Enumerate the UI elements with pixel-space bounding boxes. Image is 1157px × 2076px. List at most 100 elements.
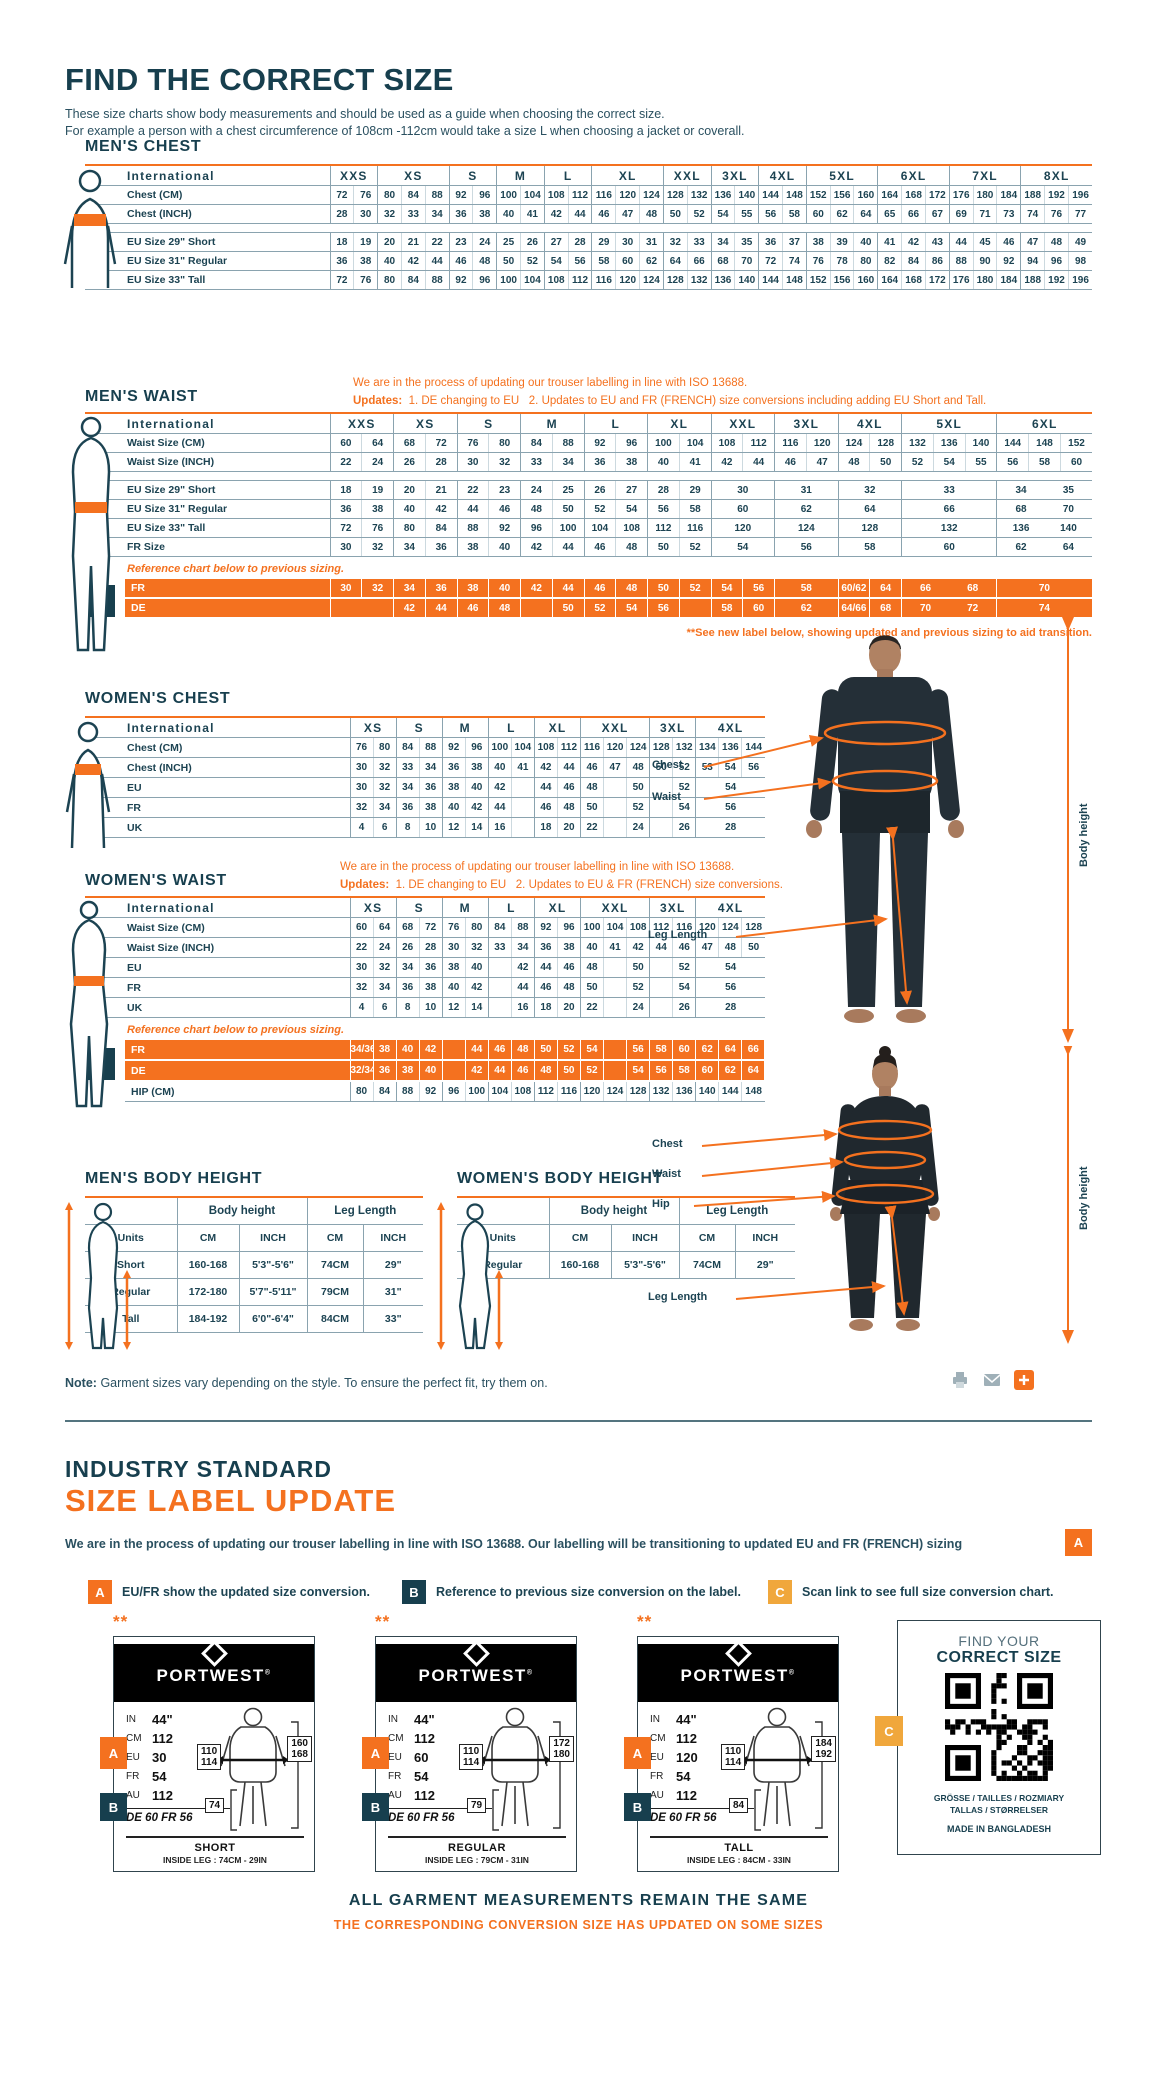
table-cell: 160 — [853, 270, 879, 290]
table-cell: 46 — [449, 251, 474, 271]
table-cell: 62 — [830, 204, 855, 224]
table-cell: Chest (CM) — [85, 737, 351, 758]
qr-code — [945, 1673, 1053, 1781]
table-cell: 116 — [580, 737, 605, 758]
table-cell: 40 — [393, 499, 426, 519]
table-cell: 52 — [687, 204, 712, 224]
table-cell: 100 — [496, 185, 522, 205]
table-cell: International — [85, 897, 351, 918]
table-cell: 48 — [615, 537, 649, 557]
table-cell: 72 — [419, 917, 443, 938]
table-cell: L — [544, 165, 593, 186]
table-cell: 90 — [973, 251, 998, 271]
table-cell: 38 — [465, 757, 489, 778]
table-cell: 21 — [401, 232, 426, 252]
table-cell: S — [396, 717, 443, 738]
womens-body-height-section: WOMEN'S BODY HEIGHT Body height Leg Lengt… — [437, 1170, 802, 1350]
table-cell: 41 — [679, 452, 712, 472]
table-cell: 40 — [465, 957, 489, 978]
table-cell: 56 — [996, 452, 1030, 472]
brand-name: PORTWEST — [418, 1666, 527, 1685]
table-cell: 156 — [830, 270, 855, 290]
table-cell: 66 — [687, 251, 712, 271]
table-cell: 84 — [373, 1081, 397, 1102]
table-cell: 48 — [520, 499, 553, 519]
table-cell: 50 — [741, 937, 765, 958]
iso-note-line2: Updates: 1. DE changing to EU 2. Updates… — [353, 395, 987, 407]
table-cell: 34 — [393, 537, 426, 557]
table-cell: 76 — [353, 185, 379, 205]
table-cell: 3XL — [649, 717, 697, 738]
table-cell: 160 — [853, 185, 879, 205]
table-cell: 48 — [557, 797, 582, 818]
table-cell: International — [85, 413, 331, 434]
table-cell: 116 — [591, 185, 617, 205]
table-cell: 38 — [615, 452, 649, 472]
table-cell: 192 — [1044, 185, 1069, 205]
table-cell: 44 — [425, 598, 458, 619]
table-cell: 44 — [465, 1040, 489, 1061]
table-cell: 116 — [557, 1081, 581, 1102]
waist-measure-box: 110 114 — [459, 1744, 484, 1770]
table-cell: 96 — [1044, 251, 1069, 271]
badge-c: C — [875, 1716, 903, 1746]
table-cell: 172-180 — [177, 1278, 240, 1306]
table-cell: 62 — [774, 598, 839, 619]
table-cell: 50 — [552, 499, 585, 519]
table-cell: 38 — [557, 937, 582, 958]
share-plus-icon[interactable] — [1014, 1370, 1034, 1390]
table-cell: 28 — [419, 937, 443, 958]
table-cell: 20 — [393, 480, 426, 500]
table-cell — [603, 797, 628, 818]
womens-waist-figure-icon — [69, 900, 109, 1108]
table-cell: 7XL — [949, 165, 1022, 186]
table-cell: 46 — [511, 1060, 535, 1082]
table-cell: 46 — [774, 452, 807, 472]
table-cell: 92 — [584, 433, 617, 453]
table-cell: 34 — [396, 957, 420, 978]
table-cell: 96 — [472, 270, 498, 290]
table-cell: 152 — [806, 270, 831, 290]
table-cell: 8XL — [1020, 165, 1093, 186]
table-cell: 80 — [377, 185, 402, 205]
table-cell: 31" — [363, 1278, 424, 1306]
table-cell: 33 — [396, 757, 420, 778]
table-cell: 22 — [425, 232, 450, 252]
table-cell: DE — [125, 598, 331, 619]
table-cell: 60 — [350, 917, 374, 938]
table-cell: 40 — [488, 537, 522, 557]
table-cell: 116 — [591, 270, 617, 290]
table-cell: 104 — [520, 185, 545, 205]
table-cell: 52 — [672, 757, 697, 778]
table-cell: 54 — [672, 977, 697, 998]
table-cell: 50 — [649, 757, 674, 778]
table-cell: 67 — [925, 204, 950, 224]
table-cell: 54 — [933, 452, 966, 472]
table-cell: 38 — [442, 777, 466, 798]
email-icon[interactable] — [982, 1370, 1002, 1390]
table-cell — [649, 957, 674, 978]
print-icon[interactable] — [950, 1370, 970, 1390]
table-cell: XXL — [580, 717, 651, 738]
table-cell: International — [85, 165, 331, 186]
table-cell: 92 — [488, 518, 522, 538]
table-cell: 180 — [973, 185, 998, 205]
previous-size-line: DE 60 FR 56 — [650, 1808, 754, 1824]
table-cell: 27 — [615, 480, 649, 500]
table-cell: 32 — [373, 757, 397, 778]
table-cell: 48 — [472, 251, 498, 271]
table-cell: 46 — [584, 537, 617, 557]
table-cell: 48 — [1044, 232, 1069, 252]
table-cell: 56 — [774, 537, 839, 557]
table-cell: CM — [549, 1224, 612, 1252]
table-cell: 5'3"-5'6" — [239, 1251, 308, 1279]
table-cell: 24 — [472, 232, 498, 252]
table-cell: 16 — [488, 817, 512, 838]
table-cell: M — [442, 717, 489, 738]
table-cell: 26 — [396, 937, 420, 958]
table-cell: 73 — [996, 204, 1022, 224]
table-cell — [488, 957, 512, 978]
table-cell: 136 — [672, 1081, 697, 1102]
table-cell: 34 35 — [996, 480, 1093, 500]
